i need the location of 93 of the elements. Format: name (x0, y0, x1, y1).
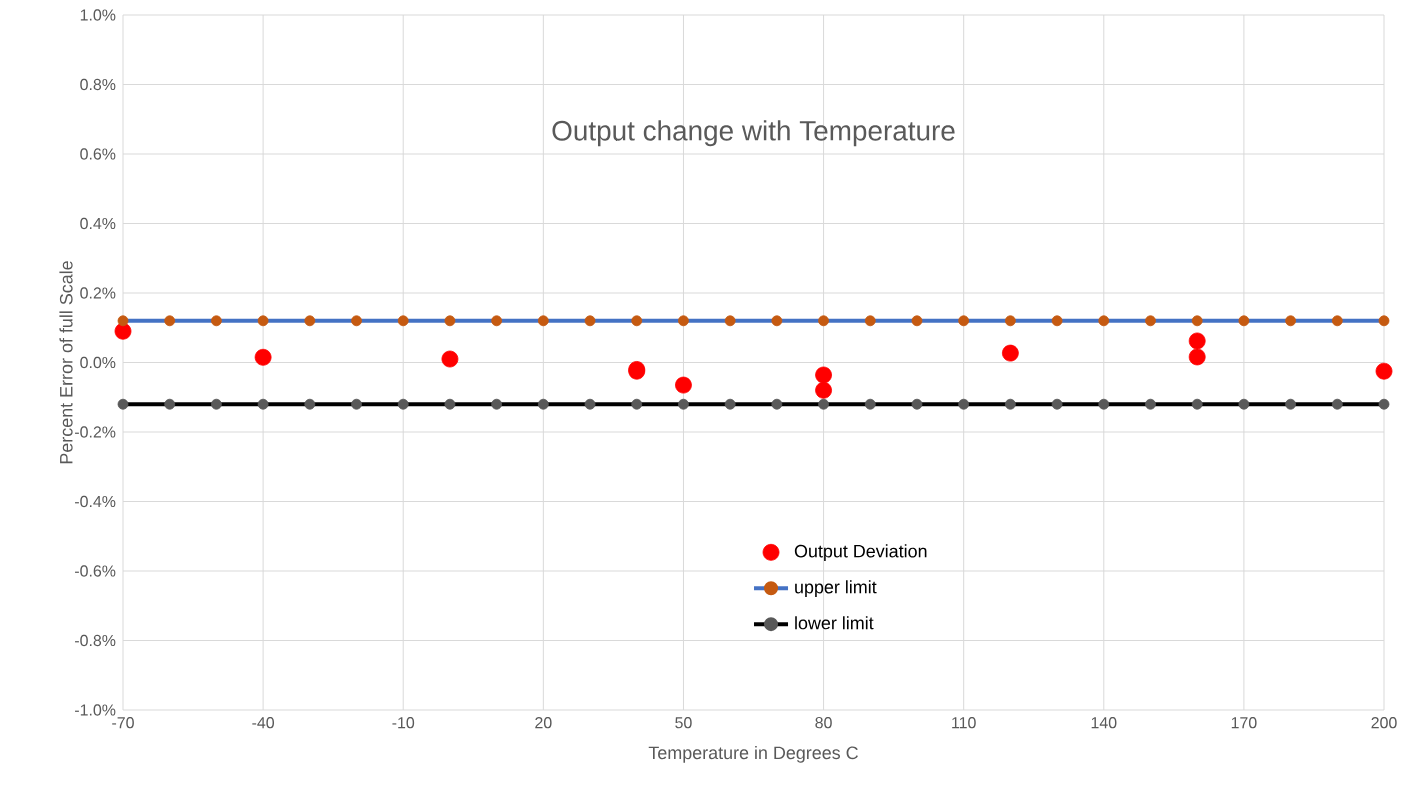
point (1238, 315, 1250, 327)
point (537, 315, 549, 327)
point (1331, 315, 1343, 327)
x-tick-label: 80 (815, 717, 832, 729)
x-tick-label: 170 (1231, 717, 1257, 729)
y-tick-label: -0.4% (75, 495, 116, 508)
point (1001, 344, 1019, 362)
point (818, 398, 829, 410)
point (771, 315, 783, 327)
point (815, 366, 832, 384)
point (397, 398, 409, 410)
point (815, 381, 832, 399)
point (911, 398, 923, 410)
point (211, 315, 222, 327)
x-tick-label: 200 (1371, 717, 1397, 729)
y-tick-label: 0.4% (80, 217, 116, 230)
point (675, 376, 692, 394)
x-tick-label: -10 (392, 717, 415, 729)
point (257, 398, 269, 410)
point (818, 315, 829, 327)
point (1378, 315, 1390, 327)
x-tick-label: -40 (252, 717, 275, 729)
y-tick-label: 0.8% (80, 78, 116, 91)
y-tick-label: 0.0% (80, 356, 116, 369)
x-tick-label: 50 (675, 717, 692, 729)
y-axis-title: Percent Error of full Scale (59, 261, 73, 464)
point (1191, 315, 1203, 327)
point (257, 315, 269, 327)
point (1051, 315, 1063, 327)
point (537, 398, 549, 410)
point (211, 398, 222, 410)
point (351, 398, 362, 410)
point (631, 315, 643, 327)
point (771, 398, 783, 410)
x-tick-label: 20 (535, 717, 552, 729)
point (1098, 315, 1110, 327)
point (164, 315, 176, 327)
y-tick-label: -0.8% (75, 634, 116, 647)
point (114, 322, 132, 340)
point (1145, 315, 1156, 327)
point (1191, 398, 1203, 410)
point (117, 315, 129, 327)
point (864, 398, 876, 410)
point (164, 398, 176, 410)
y-tick-label: 0.6% (80, 148, 116, 160)
x-tick-label: 140 (1091, 717, 1117, 729)
point (1098, 398, 1110, 410)
legend-label: upper limit (795, 580, 877, 597)
point (678, 398, 689, 410)
y-tick-label: -0.2% (75, 426, 116, 438)
point (958, 398, 970, 410)
point (351, 315, 362, 327)
point (1238, 398, 1250, 410)
point (397, 315, 409, 327)
y-tick-label: 1.0% (80, 9, 116, 21)
point (631, 398, 643, 410)
point (444, 398, 456, 410)
y-tick-label: -0.6% (75, 565, 116, 577)
point (584, 398, 596, 410)
point (491, 398, 503, 410)
point (1188, 348, 1206, 366)
point (584, 315, 596, 327)
point (1188, 332, 1206, 350)
point (1375, 362, 1393, 380)
point (1285, 398, 1296, 410)
point (911, 315, 923, 327)
point (304, 315, 316, 327)
x-axis-title: Temperature in Degrees C (648, 745, 858, 763)
point (958, 315, 970, 327)
x-tick-label: -70 (112, 717, 134, 729)
point (1285, 315, 1296, 327)
point (444, 315, 456, 327)
point (1004, 398, 1016, 410)
point (864, 315, 876, 327)
x-tick-label: 110 (952, 717, 976, 729)
point (1051, 398, 1063, 410)
point (1378, 398, 1390, 410)
point (304, 398, 316, 410)
point (1331, 398, 1343, 410)
text: Output change with Temperature (552, 120, 955, 147)
point (1145, 398, 1156, 410)
legend-label: Output Deviation (794, 544, 927, 562)
point (678, 315, 689, 327)
y-tick-label: 0.2% (80, 287, 116, 299)
point (1004, 315, 1016, 327)
y-tick-label: -1.0% (75, 704, 116, 716)
point (724, 398, 736, 410)
legend-label: lower limit (795, 616, 874, 630)
point (441, 350, 459, 368)
point (254, 348, 272, 366)
point (724, 315, 736, 327)
point (117, 398, 129, 410)
point (491, 315, 503, 327)
